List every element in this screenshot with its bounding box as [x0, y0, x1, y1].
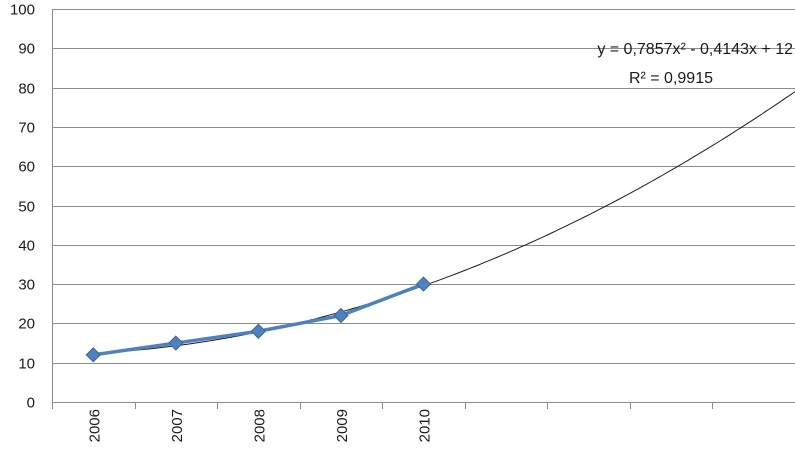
y-tick-label: 80 [18, 81, 35, 98]
y-tick-label: 70 [18, 120, 35, 137]
data-point-marker [250, 323, 267, 339]
trendline-path [93, 91, 795, 354]
x-tick-label: 2006 [86, 409, 103, 442]
y-tick-label: 10 [18, 356, 35, 373]
trendline-equation: y = 0,7857x² - 0,4143x + 12 [597, 41, 793, 58]
y-tick-label: 90 [18, 41, 35, 58]
x-tick-label: 2009 [334, 409, 351, 442]
series-line [93, 282, 425, 357]
x-axis-tick-labels: 2006 2007 2008 2009 2010 [86, 409, 433, 442]
y-tick-label: 100 [10, 2, 35, 19]
y-tick-label: 40 [18, 238, 35, 255]
y-tick-label: 60 [18, 159, 35, 176]
data-point-marker [85, 347, 101, 363]
x-tick-label: 2010 [417, 409, 434, 442]
y-tick-label: 50 [18, 199, 35, 216]
series [85, 276, 432, 363]
x-tick-label: 2007 [169, 409, 186, 442]
trendline-r-squared: R² = 0,9915 [629, 70, 713, 87]
y-tick-label: 0 [27, 395, 35, 412]
gridlines [52, 9, 795, 364]
data-point-marker [333, 307, 349, 324]
data-point-marker [415, 276, 432, 292]
x-tick-label: 2008 [251, 409, 268, 442]
axes [52, 9, 795, 409]
y-tick-label: 20 [18, 316, 35, 333]
trendline [93, 91, 795, 354]
y-tick-label: 30 [18, 277, 35, 294]
data-point-marker [168, 335, 184, 351]
y-axis-tick-labels: 0 10 20 30 40 50 60 70 80 90 100 [10, 2, 35, 412]
